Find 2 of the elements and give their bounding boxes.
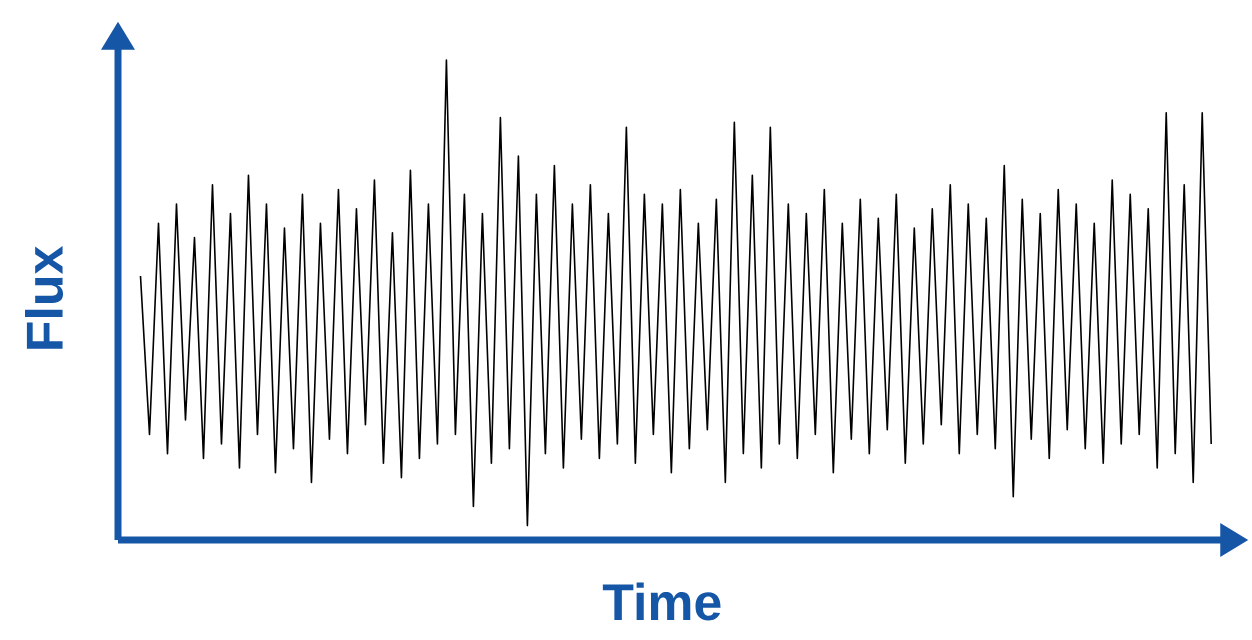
x-axis-title: Time [602,582,721,621]
y-axis-title: Flux [25,246,64,349]
